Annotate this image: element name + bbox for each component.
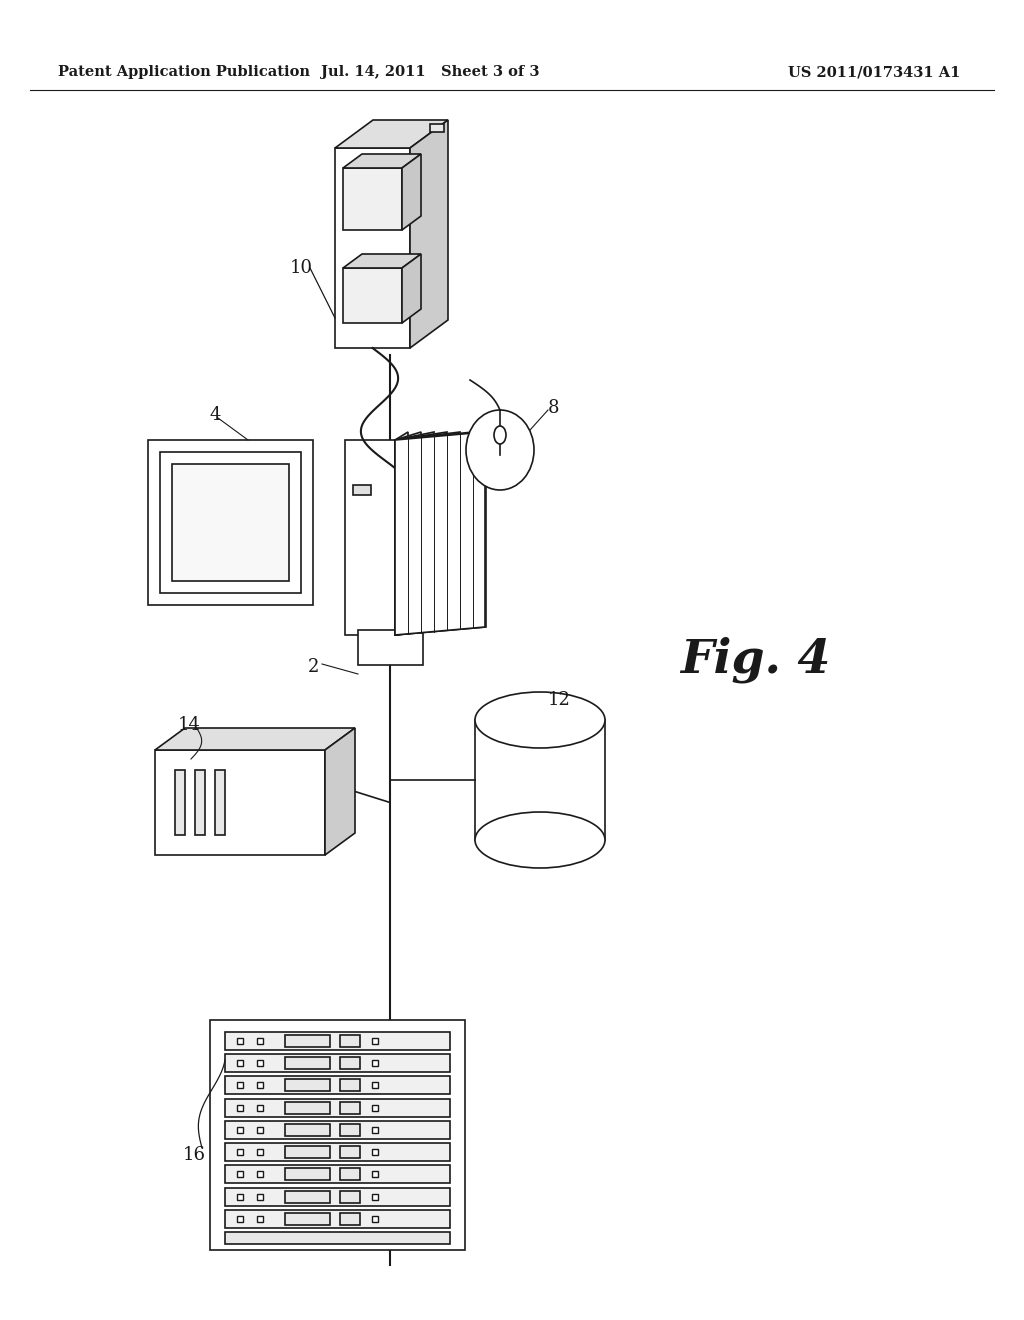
Bar bbox=[225, 1232, 450, 1243]
Bar bbox=[155, 750, 325, 855]
Bar bbox=[353, 484, 371, 495]
Bar bbox=[340, 1213, 360, 1225]
Bar bbox=[345, 440, 395, 635]
Bar bbox=[225, 1121, 450, 1139]
Bar bbox=[343, 268, 402, 323]
Text: Patent Application Publication: Patent Application Publication bbox=[58, 65, 310, 79]
Bar bbox=[195, 770, 205, 836]
Bar bbox=[340, 1123, 360, 1137]
Bar bbox=[160, 451, 301, 593]
Polygon shape bbox=[155, 729, 355, 750]
Text: 8: 8 bbox=[548, 399, 559, 417]
Polygon shape bbox=[402, 154, 421, 230]
Bar bbox=[340, 1057, 360, 1069]
Bar bbox=[285, 1057, 330, 1069]
Bar bbox=[285, 1168, 330, 1180]
Ellipse shape bbox=[494, 426, 506, 444]
Text: Jul. 14, 2011   Sheet 3 of 3: Jul. 14, 2011 Sheet 3 of 3 bbox=[321, 65, 540, 79]
Ellipse shape bbox=[475, 812, 605, 869]
Bar bbox=[285, 1146, 330, 1158]
Polygon shape bbox=[335, 120, 449, 148]
Bar bbox=[215, 770, 225, 836]
Bar bbox=[285, 1123, 330, 1137]
Bar bbox=[285, 1080, 330, 1092]
Bar bbox=[340, 1102, 360, 1114]
Bar bbox=[340, 1080, 360, 1092]
Bar bbox=[340, 1191, 360, 1203]
Bar bbox=[225, 1209, 450, 1228]
Polygon shape bbox=[395, 432, 421, 635]
Polygon shape bbox=[395, 432, 473, 635]
Text: 10: 10 bbox=[290, 259, 313, 277]
Bar bbox=[285, 1213, 330, 1225]
Bar bbox=[225, 1032, 450, 1049]
Bar bbox=[148, 440, 313, 605]
Polygon shape bbox=[343, 253, 421, 268]
Bar bbox=[335, 148, 410, 348]
Bar bbox=[285, 1191, 330, 1203]
Text: 4: 4 bbox=[210, 407, 221, 424]
Text: 12: 12 bbox=[548, 690, 570, 709]
Text: Fig. 4: Fig. 4 bbox=[680, 636, 830, 684]
Bar bbox=[343, 168, 402, 230]
Polygon shape bbox=[395, 432, 434, 635]
Bar bbox=[225, 1098, 450, 1117]
Bar bbox=[430, 124, 444, 132]
Bar bbox=[175, 770, 185, 836]
Text: 14: 14 bbox=[178, 715, 201, 734]
Bar bbox=[340, 1146, 360, 1158]
Text: US 2011/0173431 A1: US 2011/0173431 A1 bbox=[787, 65, 961, 79]
Bar bbox=[285, 1102, 330, 1114]
Polygon shape bbox=[402, 253, 421, 323]
Bar bbox=[225, 1188, 450, 1205]
Ellipse shape bbox=[466, 411, 534, 490]
Text: 6: 6 bbox=[505, 438, 516, 455]
Bar bbox=[358, 630, 423, 665]
Polygon shape bbox=[410, 120, 449, 348]
Bar bbox=[225, 1055, 450, 1072]
Bar bbox=[225, 1143, 450, 1162]
Bar bbox=[172, 465, 289, 581]
Polygon shape bbox=[395, 432, 447, 635]
Polygon shape bbox=[395, 432, 460, 635]
Bar bbox=[340, 1035, 360, 1047]
Text: 2: 2 bbox=[308, 657, 319, 676]
Ellipse shape bbox=[475, 692, 605, 748]
Bar bbox=[210, 1020, 465, 1250]
Polygon shape bbox=[395, 432, 485, 635]
Polygon shape bbox=[325, 729, 355, 855]
Polygon shape bbox=[395, 432, 408, 635]
Bar bbox=[225, 1076, 450, 1094]
Bar bbox=[340, 1168, 360, 1180]
Bar bbox=[225, 1166, 450, 1183]
Text: 16: 16 bbox=[183, 1146, 206, 1164]
Bar bbox=[285, 1035, 330, 1047]
Polygon shape bbox=[395, 432, 486, 635]
Polygon shape bbox=[343, 154, 421, 168]
